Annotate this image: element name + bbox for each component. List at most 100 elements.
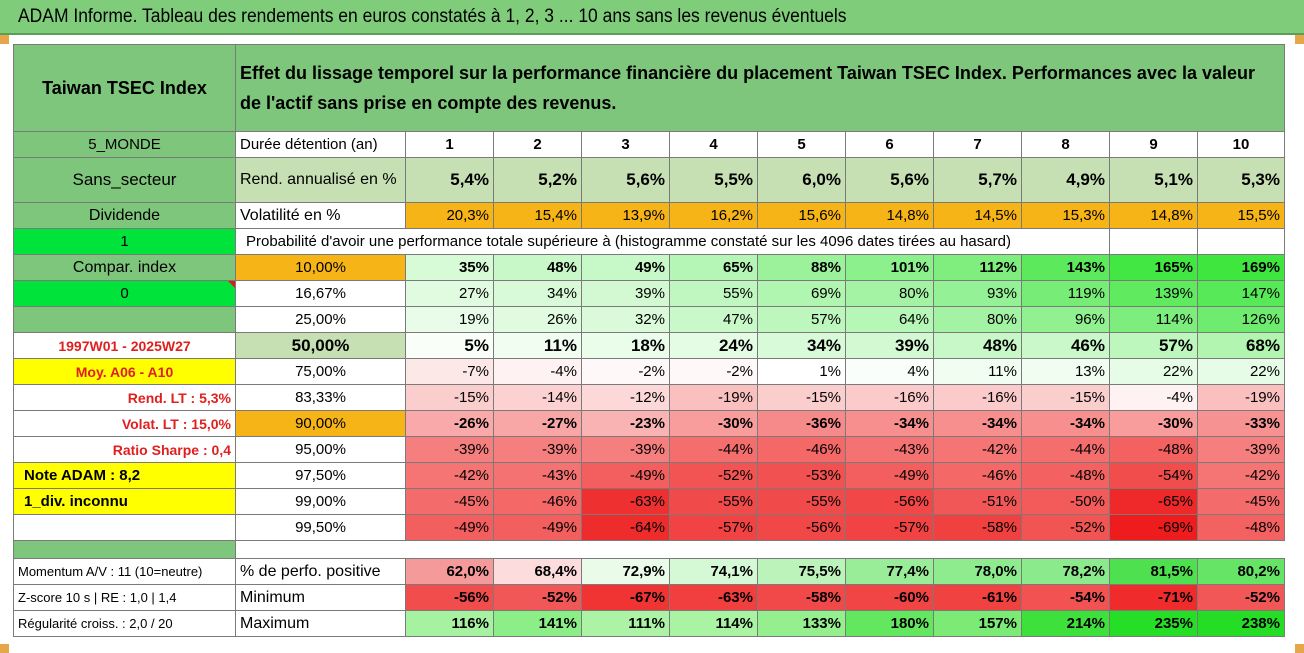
- max-cell: 116%: [405, 610, 494, 637]
- prob-cell: 101%: [845, 254, 934, 281]
- description: Effet du lissage temporel sur la perform…: [235, 44, 1285, 132]
- prob-cell: -14%: [493, 384, 582, 411]
- prob-cell: -33%: [1197, 410, 1285, 437]
- prob-cell: -52%: [669, 462, 758, 489]
- prob-cell: -49%: [845, 462, 934, 489]
- rend-cell: 5,1%: [1109, 157, 1198, 203]
- pct-pos-label: % de perfo. positive: [235, 558, 406, 585]
- max-cell: 238%: [1197, 610, 1285, 637]
- prob-cell: -43%: [493, 462, 582, 489]
- prob-cell: 34%: [493, 280, 582, 307]
- title-bar: ADAM Informe. Tableau des rendements en …: [0, 0, 1304, 35]
- year-header: 3: [581, 131, 670, 158]
- vol-cell: 15,5%: [1197, 202, 1285, 229]
- prob-cell: -19%: [1197, 384, 1285, 411]
- prob-cell: 57%: [757, 306, 846, 333]
- threshold-cell: 83,33%: [235, 384, 406, 411]
- prob-cell: -54%: [1109, 462, 1198, 489]
- prob-cell: -30%: [669, 410, 758, 437]
- prob-cell: 65%: [669, 254, 758, 281]
- rend-cell: 5,2%: [493, 157, 582, 203]
- prob-cell: -16%: [933, 384, 1022, 411]
- vol-cell: 15,3%: [1021, 202, 1110, 229]
- returns-table: Taiwan TSEC Index Effet du lissage tempo…: [13, 44, 1285, 637]
- vol-cell: 14,8%: [1109, 202, 1198, 229]
- prob-cell: -39%: [581, 436, 670, 463]
- min-cell: -71%: [1109, 584, 1198, 611]
- sharpe-label: Ratio Sharpe : 0,4: [13, 436, 236, 463]
- max-label: Maximum: [235, 610, 406, 637]
- prob-cell: 4%: [845, 358, 934, 385]
- prob-cell: 69%: [757, 280, 846, 307]
- prob-cell: 68%: [1197, 332, 1285, 359]
- prob-cell: 165%: [1109, 254, 1198, 281]
- prob-cell: -51%: [933, 488, 1022, 515]
- year-header: 2: [493, 131, 582, 158]
- prob-cell: -27%: [493, 410, 582, 437]
- dividende-label: Dividende: [13, 202, 236, 229]
- rend-label: Rend. annualisé en %: [235, 157, 406, 203]
- year-header: 4: [669, 131, 758, 158]
- div-label: 1_div. inconnu: [13, 488, 236, 515]
- prob-cell: 147%: [1197, 280, 1285, 307]
- threshold-cell: 25,00%: [235, 306, 406, 333]
- prob-cell: -39%: [405, 436, 494, 463]
- min-cell: -56%: [405, 584, 494, 611]
- proba-label: Probabilité d'avoir une performance tota…: [235, 228, 1110, 255]
- min-cell: -67%: [581, 584, 670, 611]
- prob-cell: 39%: [581, 280, 670, 307]
- threshold-cell: 99,50%: [235, 514, 406, 541]
- prob-cell: -46%: [933, 462, 1022, 489]
- prob-cell: 26%: [493, 306, 582, 333]
- max-cell: 235%: [1109, 610, 1198, 637]
- prob-cell: -56%: [845, 488, 934, 515]
- one-label: 1: [13, 228, 236, 255]
- prob-cell: -19%: [669, 384, 758, 411]
- prob-cell: -44%: [669, 436, 758, 463]
- prob-cell: -42%: [933, 436, 1022, 463]
- prob-cell: -63%: [581, 488, 670, 515]
- prob-cell: 64%: [845, 306, 934, 333]
- spacer-cell: [13, 540, 236, 559]
- prob-cell: -55%: [757, 488, 846, 515]
- prob-cell: -2%: [669, 358, 758, 385]
- pct-pos-cell: 68,4%: [493, 558, 582, 585]
- prob-cell: -42%: [1197, 462, 1285, 489]
- max-cell: 111%: [581, 610, 670, 637]
- max-cell: 157%: [933, 610, 1022, 637]
- blank-cell: [13, 306, 236, 333]
- threshold-cell: 10,00%: [235, 254, 406, 281]
- prob-cell: 80%: [845, 280, 934, 307]
- prob-cell: -57%: [669, 514, 758, 541]
- rend-cell: 5,5%: [669, 157, 758, 203]
- min-label: Minimum: [235, 584, 406, 611]
- prob-cell: -15%: [757, 384, 846, 411]
- prob-cell: -49%: [581, 462, 670, 489]
- prob-cell: 19%: [405, 306, 494, 333]
- prob-cell: -48%: [1197, 514, 1285, 541]
- prob-cell: -42%: [405, 462, 494, 489]
- prob-cell: -15%: [1021, 384, 1110, 411]
- min-cell: -58%: [757, 584, 846, 611]
- year-header: 10: [1197, 131, 1285, 158]
- prob-cell: 47%: [669, 306, 758, 333]
- prob-cell: 112%: [933, 254, 1022, 281]
- spacer: [236, 541, 1285, 559]
- vol-cell: 14,5%: [933, 202, 1022, 229]
- threshold-cell: 99,00%: [235, 488, 406, 515]
- prob-cell: -46%: [757, 436, 846, 463]
- prob-cell: 1%: [757, 358, 846, 385]
- rend-cell: 5,4%: [405, 157, 494, 203]
- prob-cell: -34%: [933, 410, 1022, 437]
- max-cell: 180%: [845, 610, 934, 637]
- prob-cell: -39%: [493, 436, 582, 463]
- prob-cell: -45%: [1197, 488, 1285, 515]
- prob-cell: 114%: [1109, 306, 1198, 333]
- prob-cell: 27%: [405, 280, 494, 307]
- momentum-label: Momentum A/V : 11 (10=neutre): [13, 558, 236, 585]
- prob-cell: -69%: [1109, 514, 1198, 541]
- corner-marker: [0, 35, 9, 44]
- prob-cell: 11%: [493, 332, 582, 359]
- pct-pos-cell: 77,4%: [845, 558, 934, 585]
